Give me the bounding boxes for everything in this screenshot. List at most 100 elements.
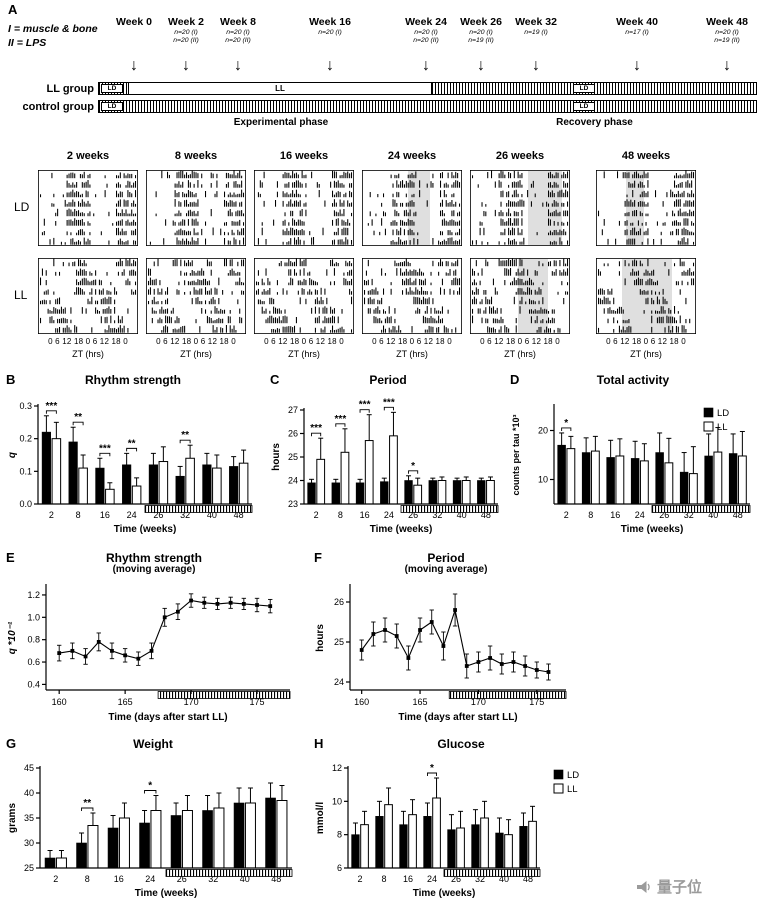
svg-text:32: 32 [208,874,218,884]
timepoint-arrow-icon: ↓ [130,57,138,74]
actogram-row-label: LL [14,288,28,302]
svg-text:23: 23 [288,499,298,509]
timepoint-week: Week 2 [168,16,204,28]
timepoint-n-count: n=17 (I) [625,29,649,36]
svg-text:45: 45 [24,763,34,773]
actogram-ld-26-weeks [470,170,570,246]
svg-text:8: 8 [588,510,593,520]
svg-text:hours: hours [315,624,326,652]
svg-text:2: 2 [357,874,362,884]
chart-f-title: Period [427,551,465,565]
actogram-ll-2-weeks [38,258,138,334]
ll-phase-section: LL [128,82,432,95]
svg-text:6: 6 [337,863,342,873]
control-group-row-label: control group [22,101,95,113]
actogram-zt-ticks: 0 6 12 18 0 6 12 18 0 [372,337,452,346]
svg-text:165: 165 [413,697,428,707]
actogram-ll-26-weeks [470,258,570,334]
timepoint-arrow-icon: ↓ [326,57,334,74]
timepoint-arrow-icon: ↓ [182,57,190,74]
svg-text:Time (weeks): Time (weeks) [114,524,177,535]
chart-f-plot: 24 25 26 160 165 170 175 hours Time (days after … [312,580,580,735]
svg-text:q *10⁻¹: q *10⁻¹ [7,621,18,654]
svg-text:mmol/l: mmol/l [315,802,326,834]
actogram-zt-label: ZT (hrs) [288,349,320,359]
svg-text:LD: LD [567,770,579,781]
svg-text:grams: grams [7,803,18,833]
svg-text:1.2: 1.2 [27,590,40,600]
actogram-zt-ticks: 0 6 12 18 0 6 12 18 0 [156,337,236,346]
actogram-zt-label: ZT (hrs) [630,349,662,359]
svg-text:LD: LD [717,408,729,419]
svg-text:**: ** [74,412,82,423]
watermark-text: 量子位 [657,879,703,896]
timepoint-n-count: n=19 (II) [714,37,740,44]
actogram-ld-8-weeks [146,170,246,246]
svg-text:LL: LL [717,422,728,433]
svg-text:48: 48 [271,874,281,884]
ll-section-label: LL [275,84,285,93]
svg-text:35: 35 [24,813,34,823]
svg-text:40: 40 [708,510,718,520]
svg-text:48: 48 [733,510,743,520]
actogram-zt-label: ZT (hrs) [504,349,536,359]
svg-text:40: 40 [499,874,509,884]
ll-group-row-label: LL group [46,83,94,95]
svg-text:hours: hours [271,443,282,471]
svg-text:165: 165 [118,697,133,707]
ld-chip: LD [573,102,595,111]
svg-text:2: 2 [53,874,58,884]
svg-text:40: 40 [240,874,250,884]
svg-text:Time (weeks): Time (weeks) [370,524,433,535]
svg-text:Time (weeks): Time (weeks) [621,524,684,535]
svg-text:32: 32 [432,510,442,520]
actogram-column-header: 8 weeks [174,150,218,162]
svg-text:1.0: 1.0 [27,612,40,622]
panel-f-letter: F [314,550,322,565]
svg-text:40: 40 [457,510,467,520]
chart-g-plot: 2 8 16 24 26 32 40 48 25 30 35 40 45 grams ** * Time (we… [4,756,302,909]
svg-text:***: *** [46,401,58,412]
svg-text:25: 25 [288,452,298,462]
svg-text:16: 16 [610,510,620,520]
actogram-zt-ticks: 0 6 12 18 0 6 12 18 0 [606,337,686,346]
actogram-ll-8-weeks [146,258,246,334]
chart-g-title: Weight [133,737,173,751]
svg-text:26: 26 [408,510,418,520]
timepoint-n-count: n=20 (I) [226,29,250,36]
timepoint-n-count: n=20 (II) [413,37,439,44]
svg-text:8: 8 [381,874,386,884]
svg-text:40: 40 [207,510,217,520]
watermark-logo-icon [637,880,650,893]
timepoint-n-count: n=20 (I) [174,29,198,36]
actogram-zt-label: ZT (hrs) [72,349,104,359]
svg-text:10: 10 [332,796,342,806]
svg-text:27: 27 [288,405,298,415]
svg-text:30: 30 [24,838,34,848]
timepoint-week: Week 48 [706,16,748,28]
timepoint-arrow-icon: ↓ [723,57,731,74]
timepoint-arrow-icon: ↓ [633,57,641,74]
svg-text:8: 8 [85,874,90,884]
svg-text:***: *** [335,414,347,425]
chart-e-title: Rhythm strength [106,551,202,565]
svg-text:32: 32 [475,874,485,884]
cohort-key: I = muscle & bone II = LPS [8,22,98,50]
svg-text:*: * [430,763,434,774]
svg-text:0.3: 0.3 [19,401,32,411]
watermark: 量子位 [634,876,702,897]
svg-text:32: 32 [684,510,694,520]
svg-text:24: 24 [635,510,645,520]
svg-text:8: 8 [76,510,81,520]
svg-text:16: 16 [403,874,413,884]
chart-h-plot: 2 8 16 24 26 32 40 48 6 8 10 12 mmol/l * Time (weeks) L… [312,756,610,909]
svg-text:***: *** [383,397,395,408]
svg-text:26: 26 [288,429,298,439]
svg-text:**: ** [128,438,136,449]
ld-chip: LD [573,84,595,93]
timepoint-week: Week 40 [616,16,658,28]
experimental-phase-label: Experimental phase [233,117,329,128]
chart-h-title: Glucose [437,737,485,751]
svg-text:2: 2 [49,510,54,520]
